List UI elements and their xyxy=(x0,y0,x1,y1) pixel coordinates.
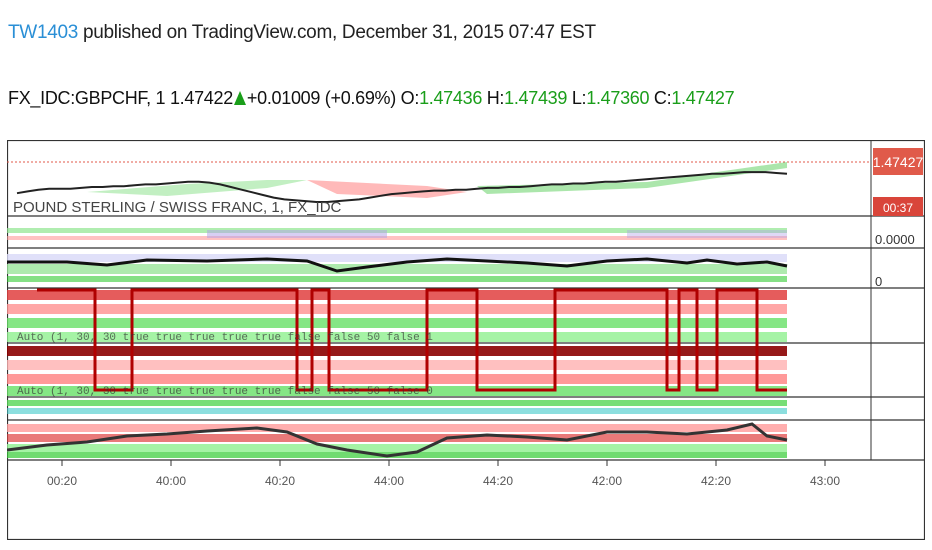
up-arrow-icon xyxy=(233,91,246,105)
high-label: H: xyxy=(486,88,505,108)
x-tick-label: 44:20 xyxy=(483,474,513,488)
close-label: C: xyxy=(653,88,672,108)
indicator-panel-2 xyxy=(7,254,788,282)
x-axis[interactable]: 00:20 40:00 40:20 44:00 44:20 42:00 42:20 43:00 xyxy=(47,460,840,488)
bottom-indicator-panel xyxy=(6,422,788,458)
low-value: 1.47360 xyxy=(586,88,650,108)
symbol-info: FX_IDC:GBPCHF, 1 1.47422 +0.01009 (+0.69%… xyxy=(8,88,735,109)
price-tag-secondary xyxy=(873,197,923,216)
study-label-2: Auto (1, 30, 30 true true true true true… xyxy=(17,386,433,398)
x-tick-label: 00:20 xyxy=(47,474,77,488)
panel-zero-label: 0 xyxy=(875,274,882,289)
signal-panels xyxy=(7,288,787,414)
chart-svg: POUND STERLING / SWISS FRANC, 1, FX_IDC … xyxy=(6,139,926,541)
x-tick-label: 43:00 xyxy=(810,474,840,488)
x-tick-label: 40:00 xyxy=(156,474,186,488)
indicator-value-label: 0.0000 xyxy=(875,232,915,247)
x-tick-label: 42:00 xyxy=(592,474,622,488)
study-label-1: Auto (1, 30, 30 true true true true true… xyxy=(17,332,433,344)
high-value: 1.47439 xyxy=(504,88,568,108)
publish-header: TW1403 published on TradingView.com, Dec… xyxy=(8,22,596,44)
author-link[interactable]: TW1403 xyxy=(8,22,79,43)
symbol-name[interactable]: FX_IDC:GBPCHF, 1 xyxy=(8,88,166,108)
indicator-panel-1 xyxy=(7,228,787,240)
price-tag-secondary-text: 00:37 xyxy=(883,201,913,215)
open-label: O: xyxy=(400,88,420,108)
last-price: 1.47422 xyxy=(169,88,233,108)
close-value: 1.47427 xyxy=(671,88,735,108)
price-tag xyxy=(873,148,923,175)
open-value: 1.47436 xyxy=(419,88,483,108)
x-tick-label: 42:20 xyxy=(701,474,731,488)
price-change: +0.01009 (+0.69%) xyxy=(246,88,396,108)
chart-title: POUND STERLING / SWISS FRANC, 1, FX_IDC xyxy=(13,199,342,216)
low-label: L: xyxy=(571,88,587,108)
price-tag-text: 1.47427 xyxy=(873,154,924,170)
x-tick-label: 44:00 xyxy=(374,474,404,488)
main-panel-bands xyxy=(87,162,787,198)
x-tick-label: 40:20 xyxy=(265,474,295,488)
price-line-series xyxy=(16,171,788,203)
publish-info: published on TradingView.com, December 3… xyxy=(78,22,596,43)
chart-area[interactable]: POUND STERLING / SWISS FRANC, 1, FX_IDC … xyxy=(6,139,926,541)
